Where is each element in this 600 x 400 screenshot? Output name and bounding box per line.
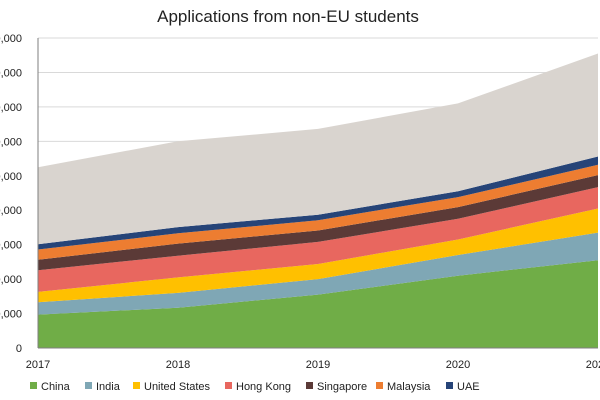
- legend-label: China: [41, 381, 71, 393]
- legend-label: Singapore: [317, 381, 367, 393]
- legend-item-hong-kong: Hong Kong: [225, 381, 291, 393]
- legend-item-malaysia: Malaysia: [376, 381, 431, 393]
- x-tick-label: 2020: [446, 359, 470, 371]
- legend-swatch: [225, 382, 232, 389]
- y-tick-label: 0: [16, 343, 22, 355]
- legend: China India United States Hong Kong Singapor…: [30, 381, 480, 393]
- legend-item-united-states: United States: [133, 381, 211, 393]
- legend-label: India: [96, 381, 121, 393]
- area-hong-kong: [38, 187, 598, 292]
- legend-swatch: [133, 382, 140, 389]
- y-tick-label: 70,000: [0, 102, 22, 114]
- y-tick-label: 90,000: [0, 33, 22, 45]
- area-china: [38, 260, 598, 348]
- legend-item-india: India: [85, 381, 121, 393]
- area-singapore: [38, 175, 598, 271]
- legend-swatch: [85, 382, 92, 389]
- area-uae: [38, 156, 598, 250]
- axes: [37, 38, 598, 349]
- y-tick-label: 10,000: [0, 309, 22, 321]
- area-united-states: [38, 208, 598, 303]
- y-axis-ticks: 0 10,000 20,000 30,000 40,000 50,000 60,000 70,…: [0, 33, 22, 355]
- x-tick-label: 2019: [306, 359, 330, 371]
- x-tick-label: 2018: [166, 359, 190, 371]
- legend-label: United States: [144, 381, 211, 393]
- legend-swatch: [30, 382, 37, 389]
- legend-swatch: [446, 382, 453, 389]
- legend-item-singapore: Singapore: [306, 381, 367, 393]
- area-malaysia: [38, 164, 598, 260]
- area-series: [38, 53, 598, 348]
- legend-label: UAE: [457, 381, 480, 393]
- watermark-text: 搜狐号@点击国际教育: [478, 378, 598, 393]
- y-tick-label: 60,000: [0, 136, 22, 148]
- legend-swatch: [306, 382, 313, 389]
- legend-item-china: China: [30, 381, 71, 393]
- legend-swatch: [376, 382, 383, 389]
- y-tick-label: 20,000: [0, 274, 22, 286]
- chart-title: Applications from non-EU students: [157, 7, 419, 26]
- legend-item-uae: UAE: [446, 381, 480, 393]
- y-tick-label: 40,000: [0, 205, 22, 217]
- area-india: [38, 232, 598, 315]
- y-tick-label: 50,000: [0, 171, 22, 183]
- y-tick-label: 80,000: [0, 67, 22, 79]
- x-axis-ticks: 2017 2018 2019 2020 2021: [26, 359, 600, 371]
- x-tick-label: 2017: [26, 359, 50, 371]
- legend-label: Hong Kong: [236, 381, 291, 393]
- legend-label: Malaysia: [387, 381, 431, 393]
- y-tick-label: 30,000: [0, 240, 22, 252]
- x-tick-label: 2021: [586, 359, 600, 371]
- area-other: [38, 53, 598, 245]
